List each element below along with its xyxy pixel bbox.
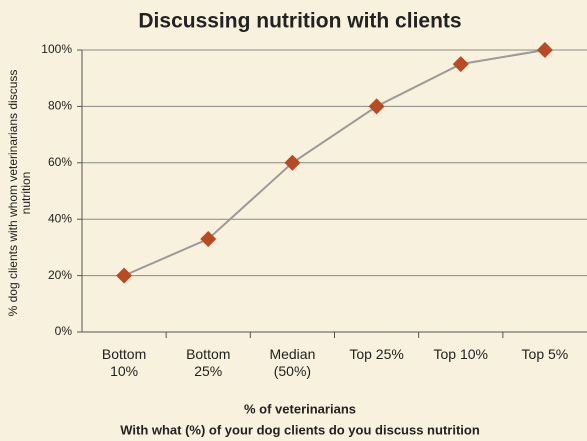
marker	[200, 230, 217, 247]
x-tick-label: Top 10%	[433, 346, 488, 362]
chart-title: Discussing nutrition with clients	[138, 10, 461, 33]
x-axis-label: % of veterinarians	[244, 401, 356, 416]
series-line	[123, 49, 546, 277]
caption: With what (%) of your dog clients do you…	[120, 422, 480, 437]
x-tick-label: Top 5%	[521, 346, 569, 362]
y-tick-label: 80%	[48, 99, 72, 113]
y-tick-label: 20%	[48, 268, 72, 282]
x-tick-label: Median (50%)	[269, 346, 316, 379]
y-tick-label: 60%	[48, 155, 72, 169]
x-tick-label: Top 25%	[349, 346, 404, 362]
marker	[116, 267, 133, 284]
y-tick-label: 100%	[41, 42, 72, 56]
y-tick-label: 40%	[48, 211, 72, 225]
x-tick-label: Bottom 25%	[186, 346, 231, 379]
x-tick-label: Bottom 10%	[101, 346, 147, 379]
marker	[284, 154, 301, 171]
marker	[452, 56, 469, 73]
marker	[536, 42, 553, 58]
marker	[368, 98, 385, 115]
y-tick-label: 0%	[55, 324, 73, 338]
y-axis-label: % dog clients with whom veterinarians di…	[6, 69, 33, 317]
